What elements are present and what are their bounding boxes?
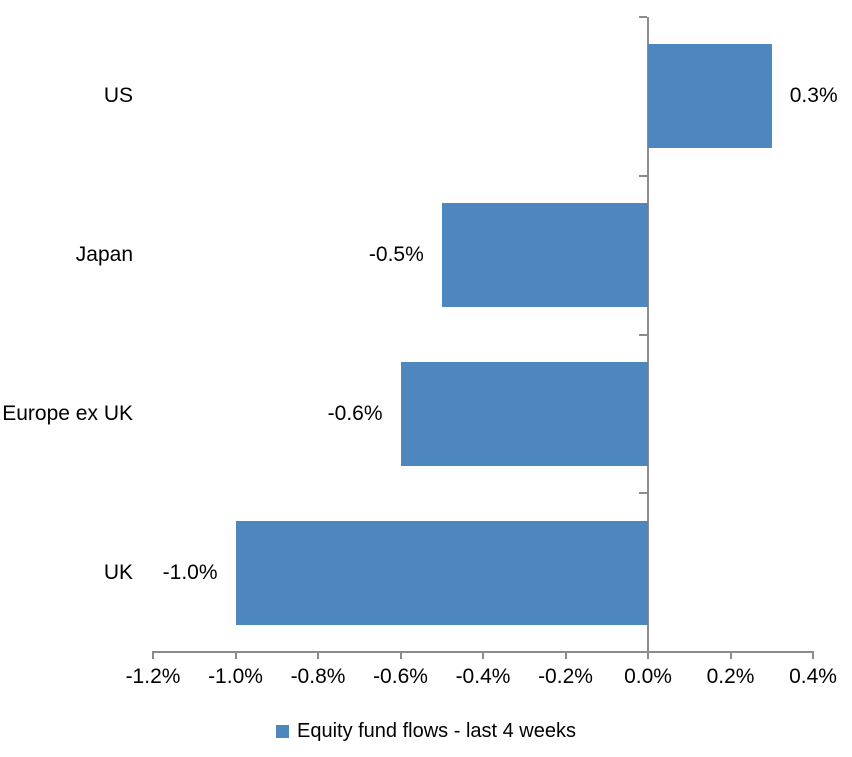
category-axis-tick — [639, 16, 647, 18]
x-tick-label: -0.4% — [455, 665, 511, 688]
x-axis-tick — [647, 652, 649, 659]
x-tick-label: 0.0% — [624, 665, 672, 688]
x-axis-tick — [152, 652, 154, 659]
category-label-japan: Japan — [75, 243, 133, 267]
legend: Equity fund flows - last 4 weeks — [0, 717, 852, 745]
category-label-uk: UK — [103, 560, 133, 584]
bar-us — [648, 44, 772, 149]
x-tick-label: -0.2% — [538, 665, 593, 688]
data-label-europe-ex-uk: -0.6% — [327, 401, 383, 425]
legend-marker-icon — [275, 724, 289, 738]
data-label-us: 0.3% — [789, 84, 838, 108]
category-axis-tick — [639, 492, 647, 495]
x-axis-tick — [234, 652, 237, 659]
x-tick-label: -0.8% — [290, 665, 346, 688]
category-axis-tick — [639, 333, 647, 336]
category-axis-tick — [639, 174, 647, 177]
x-tick-label: -0.6% — [373, 665, 428, 688]
data-label-japan: -0.5% — [368, 243, 424, 267]
x-tick-label: 0.2% — [706, 665, 755, 688]
x-tick-label: -1.0% — [208, 665, 263, 688]
x-tick-label: -1.2% — [125, 665, 181, 688]
x-axis-tick — [399, 652, 402, 659]
category-label-europe-ex-uk: Europe ex UK — [2, 401, 133, 425]
bar-japan — [441, 203, 648, 308]
bar-uk — [235, 520, 648, 625]
legend-series-label: Equity fund flows - last 4 weeks — [296, 719, 576, 742]
x-axis-tick — [812, 652, 814, 659]
x-axis-tick — [729, 652, 732, 659]
x-axis-tick — [482, 652, 484, 659]
category-label-us: US — [103, 84, 133, 108]
bar-europe-ex-uk — [400, 361, 648, 466]
zero-axis-line — [647, 17, 649, 652]
data-label-uk: -1.0% — [162, 560, 218, 584]
x-tick-label: 0.4% — [789, 665, 837, 688]
x-axis-tick — [317, 652, 319, 659]
x-axis-tick — [564, 652, 567, 659]
